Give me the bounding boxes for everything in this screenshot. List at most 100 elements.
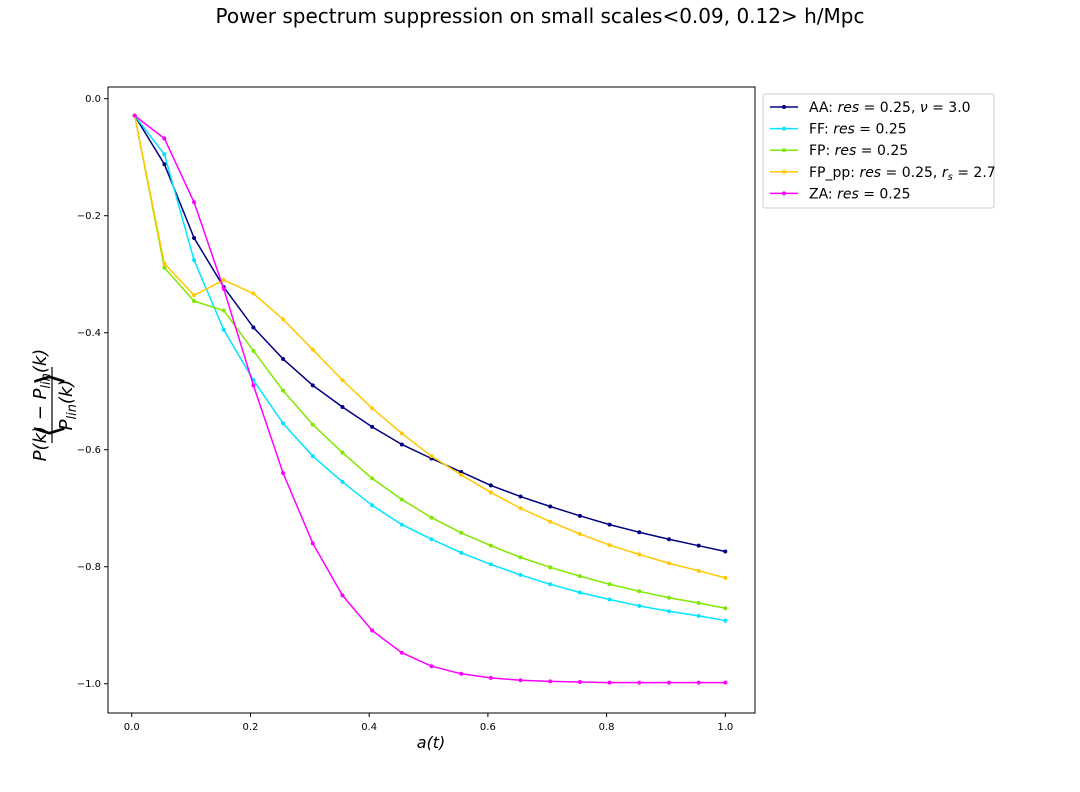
data-point	[548, 679, 553, 684]
data-point	[723, 606, 728, 611]
chart-title: Power spectrum suppression on small scal…	[216, 4, 865, 28]
data-point	[399, 442, 404, 447]
plot-frame	[107, 86, 756, 714]
data-point	[370, 628, 375, 633]
data-point	[132, 113, 137, 118]
y-axis-label-denominator: Plin(k)	[56, 380, 80, 431]
data-point	[459, 469, 464, 474]
legend-swatch-marker	[782, 105, 786, 109]
data-point	[723, 549, 728, 554]
data-point	[696, 680, 701, 685]
data-point	[221, 308, 226, 313]
data-point	[162, 136, 167, 141]
x-axis-label: a(t)	[417, 733, 446, 752]
series-line	[134, 115, 726, 684]
data-point	[251, 383, 256, 388]
data-point	[459, 472, 464, 477]
series-layer	[132, 113, 728, 685]
data-point	[370, 424, 375, 429]
data-point	[607, 680, 612, 685]
data-point	[340, 450, 345, 455]
data-point	[192, 293, 197, 298]
data-point	[488, 483, 493, 488]
data-point	[192, 235, 197, 240]
data-point	[723, 680, 728, 685]
data-point	[577, 590, 582, 595]
data-point	[281, 471, 286, 476]
data-point	[518, 678, 523, 683]
data-point	[577, 679, 582, 684]
data-point	[192, 299, 197, 304]
data-point	[607, 543, 612, 548]
data-point	[459, 671, 464, 676]
data-point	[162, 152, 167, 157]
data-point	[723, 575, 728, 580]
data-point	[607, 522, 612, 527]
data-point	[666, 561, 671, 566]
y-tick-label: −0.2	[77, 211, 101, 222]
data-point	[399, 431, 404, 436]
data-point	[340, 405, 345, 410]
x-tick-label: 0.6	[480, 722, 496, 733]
data-point	[310, 383, 315, 388]
legend-entry: FP_pp: res = 0.25, rs = 2.7	[770, 165, 996, 183]
data-point	[370, 476, 375, 481]
legend-label: FP: res = 0.25	[809, 143, 908, 159]
data-point	[723, 618, 728, 623]
data-point	[488, 490, 493, 495]
y-tick-label: −0.4	[77, 328, 101, 339]
legend-label: AA: res = 0.25, ν = 3.0	[809, 100, 971, 116]
data-point	[281, 421, 286, 426]
series-1	[132, 113, 728, 554]
x-axis-ticks: 0.0 0.2 0.4 0.6 0.8 1.0	[124, 713, 733, 733]
data-point	[251, 348, 256, 353]
y-axis-label-close-bracket: ⟩	[29, 372, 69, 385]
data-point	[637, 552, 642, 557]
data-point	[696, 568, 701, 573]
data-point	[162, 162, 167, 167]
data-point	[696, 613, 701, 618]
data-point	[281, 357, 286, 362]
data-point	[577, 531, 582, 536]
data-point	[251, 325, 256, 330]
legend-swatch-marker	[782, 169, 786, 174]
data-point	[666, 537, 671, 542]
data-point	[281, 388, 286, 393]
data-point	[192, 200, 197, 205]
data-point	[340, 378, 345, 383]
data-point	[666, 680, 671, 685]
y-axis-label: ⟨ P(k) − Plin(k) Plin(k) ⟩	[29, 349, 80, 462]
x-tick-label: 0.0	[124, 722, 140, 733]
legend-entry: FP: res = 0.25	[770, 143, 908, 159]
data-point	[429, 515, 434, 520]
legend-label: FP_pp: res = 0.25, rs = 2.7	[809, 165, 996, 183]
data-point	[459, 550, 464, 555]
legend-entry: FF: res = 0.25	[770, 122, 907, 138]
data-point	[548, 582, 553, 587]
data-point	[370, 406, 375, 411]
legend-label: FF: res = 0.25	[809, 122, 907, 138]
data-point	[162, 261, 167, 266]
data-point	[192, 258, 197, 263]
y-tick-label: −1.0	[77, 679, 101, 690]
y-tick-label: −0.6	[77, 445, 101, 456]
legend-entry: AA: res = 0.25, ν = 3.0	[770, 100, 971, 116]
series-line	[134, 115, 726, 622]
data-point	[221, 278, 226, 283]
data-point	[221, 327, 226, 332]
series-line	[134, 115, 726, 553]
data-point	[518, 506, 523, 511]
legend-swatch-marker	[782, 126, 786, 131]
data-point	[607, 582, 612, 587]
x-tick-label: 0.4	[361, 722, 377, 733]
data-point	[399, 522, 404, 527]
y-axis-ticks: 0.0 −0.2 −0.4 −0.6 −0.8 −1.0	[77, 94, 108, 690]
data-point	[221, 286, 226, 291]
data-point	[548, 504, 553, 509]
series-5	[132, 113, 728, 685]
legend-swatch-marker	[782, 191, 786, 196]
y-tick-label: 0.0	[85, 94, 101, 105]
data-point	[548, 565, 553, 570]
data-point	[488, 675, 493, 680]
